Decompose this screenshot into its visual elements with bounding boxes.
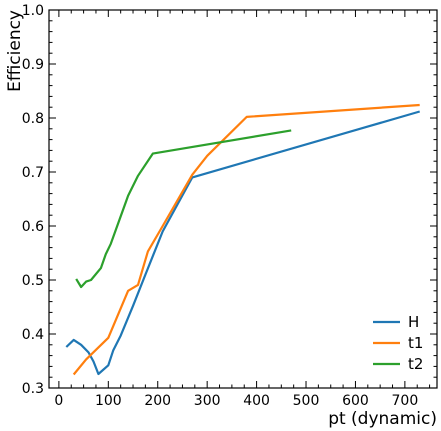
legend: Ht1 t2 (373, 313, 423, 373)
y-tick-label: 0.6 (22, 219, 44, 235)
series-line-H (65, 110, 421, 376)
series-lines (65, 103, 421, 376)
legend-label-t1: t1 (408, 334, 423, 352)
x-tick-label: 500 (293, 393, 320, 409)
x-tick-label: 0 (54, 393, 63, 409)
series-line-t1 (72, 103, 420, 376)
legend-label-H: H (408, 313, 419, 331)
y-tick-label: 0.7 (22, 165, 44, 181)
x-tick-label: 300 (194, 393, 221, 409)
x-tick-label: 400 (243, 393, 270, 409)
y-tick-label: 0.8 (22, 111, 44, 127)
x-tick-label: 600 (342, 393, 369, 409)
x-tick-label: 200 (144, 393, 171, 409)
plot-frame (48, 9, 438, 389)
x-tick-label: 100 (95, 393, 122, 409)
y-axis-label: Efficiency (5, 10, 25, 92)
tick-labels: 0 100 200 300 400 500 600 700 0.3 0.4 0.5 0.6 0.7 0.8… (22, 3, 419, 409)
y-tick-label: 0.5 (22, 273, 44, 289)
series-line-t2 (75, 129, 292, 289)
y-tick-label: 0.4 (22, 327, 44, 343)
y-tick-label: 0.3 (22, 381, 44, 397)
x-tick-label: 700 (392, 393, 419, 409)
y-tick-label: 1.0 (22, 3, 44, 19)
axis-ticks (49, 9, 437, 389)
y-tick-label: 0.9 (22, 57, 44, 73)
legend-label-t2: t2 (408, 355, 423, 373)
x-axis-label: pt (dynamic) (328, 409, 437, 429)
